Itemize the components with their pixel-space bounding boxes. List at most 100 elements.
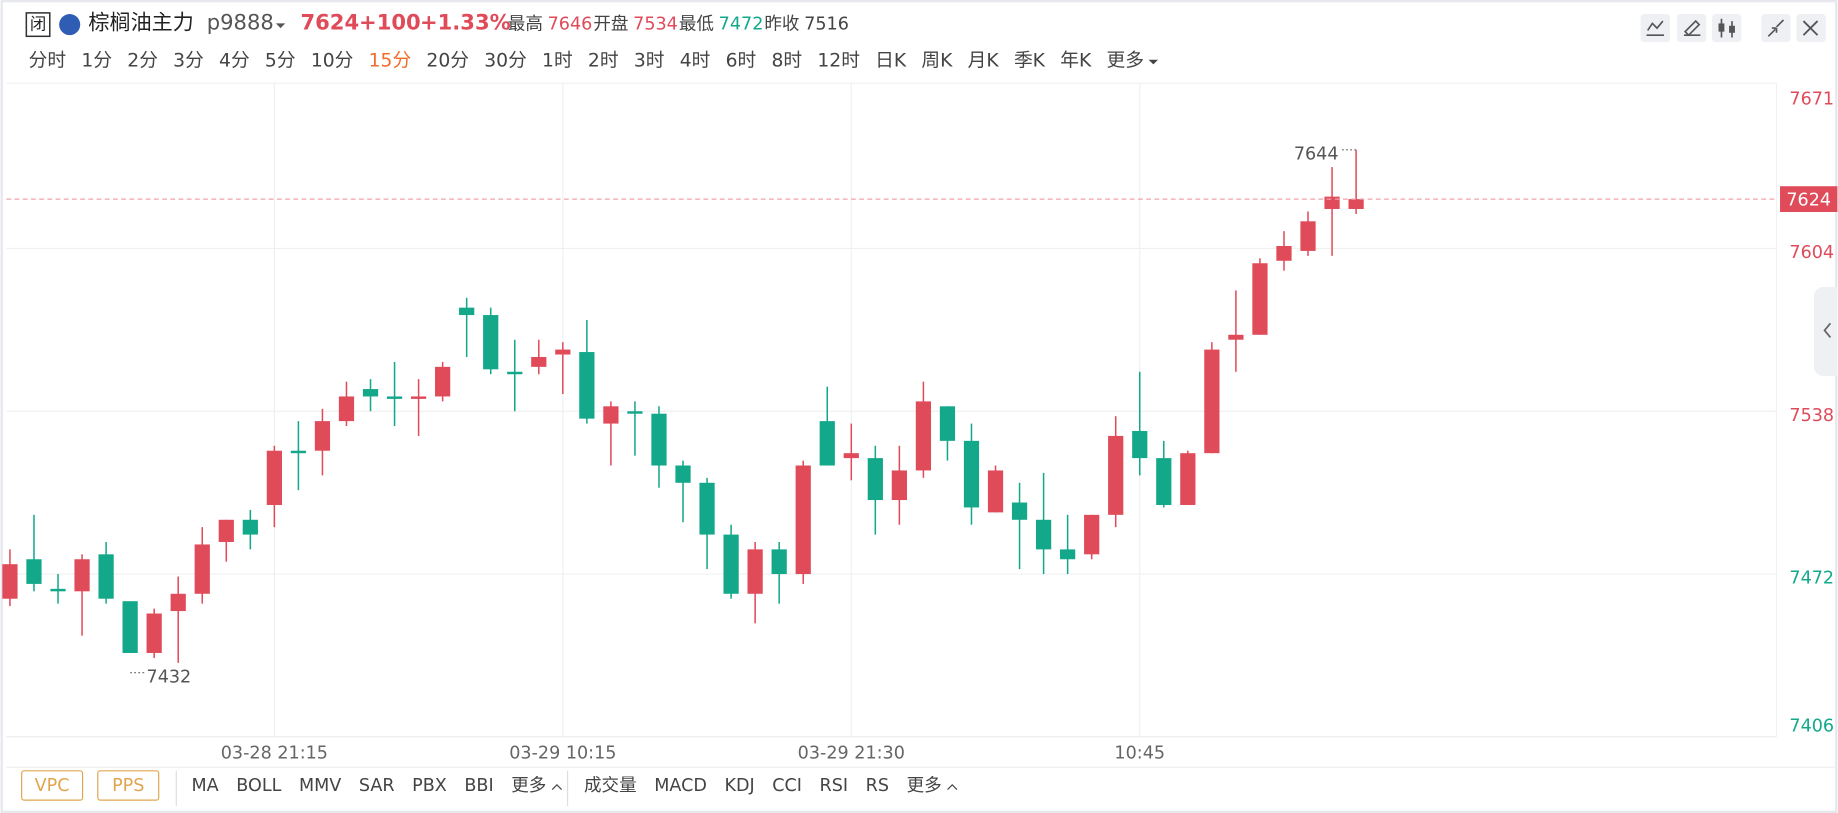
tool-buttons: [1640, 14, 1826, 43]
candle-body: [410, 396, 427, 399]
candle-body: [386, 396, 403, 399]
period-tab[interactable]: 8时: [771, 50, 802, 71]
period-tab[interactable]: 1分: [81, 50, 112, 71]
period-tab[interactable]: 分时: [29, 50, 67, 71]
y-tick-label: 7538: [1789, 406, 1834, 426]
high-label: 最高: [508, 15, 543, 35]
period-tab[interactable]: 15分: [369, 50, 412, 71]
period-tab[interactable]: 3分: [173, 50, 204, 71]
expand-caret: [947, 784, 958, 790]
period-tab[interactable]: 30分: [484, 50, 527, 71]
candle-body: [987, 470, 1004, 513]
tool-icon: [1646, 20, 1665, 36]
x-tick-label: 03-29 10:15: [509, 743, 616, 763]
indicator-tab[interactable]: SAR: [359, 776, 395, 796]
candle-body: [1060, 549, 1076, 560]
period-tab[interactable]: 周K: [921, 50, 953, 71]
candle-body: [1011, 502, 1028, 520]
period-tab[interactable]: 月K: [968, 50, 1000, 71]
period-tab[interactable]: 2分: [127, 50, 158, 71]
price: 7624: [300, 9, 359, 34]
candle-body: [266, 450, 282, 505]
period-tab[interactable]: 季K: [1014, 50, 1046, 71]
y-tick-label: 7671: [1789, 90, 1834, 110]
candle-body: [723, 534, 739, 594]
period-tab[interactable]: 4分: [219, 50, 250, 71]
indicator-tab[interactable]: MA: [192, 776, 219, 796]
period-tab[interactable]: 年K: [1060, 50, 1092, 71]
candle-body: [50, 588, 66, 592]
period-tab[interactable]: 10分: [311, 50, 354, 71]
period-tab[interactable]: 20分: [426, 50, 469, 71]
period-tab[interactable]: 更多: [1106, 50, 1143, 71]
instrument-name[interactable]: 棕榈油主力: [88, 9, 193, 34]
indicator-tab[interactable]: 更多: [907, 776, 942, 796]
indicator-tab[interactable]: 成交量: [584, 776, 637, 796]
candle-body: [627, 411, 643, 414]
candle-body: [1348, 199, 1364, 209]
tool-button[interactable]: [1712, 14, 1742, 43]
change: +100: [359, 9, 421, 34]
candle-body: [531, 356, 547, 367]
candle-body: [915, 401, 932, 471]
candle-body: [218, 519, 234, 542]
period-tab[interactable]: 4时: [680, 50, 711, 71]
y-tick-label: 7604: [1789, 243, 1834, 263]
candle-body: [603, 406, 619, 424]
indicator-tab[interactable]: 更多: [511, 776, 546, 796]
period-tab[interactable]: 6时: [726, 50, 757, 71]
period-tab[interactable]: 3时: [634, 50, 665, 71]
prev-close-label: 昨收: [764, 15, 799, 35]
tool-icon: [1683, 19, 1701, 37]
candle-body: [194, 544, 210, 594]
candle-body: [867, 458, 883, 501]
tool-button[interactable]: [1676, 14, 1707, 43]
period-tab[interactable]: 日K: [875, 50, 907, 71]
candle-body: [747, 549, 763, 594]
dropdown-caret[interactable]: [275, 23, 286, 29]
low-label: 最低: [679, 15, 714, 35]
candle-body: [74, 559, 90, 592]
period-tab[interactable]: 2时: [588, 50, 619, 71]
indicator-tab[interactable]: KDJ: [724, 776, 754, 796]
instrument-code[interactable]: p9888: [207, 9, 274, 34]
candle-body: [170, 593, 186, 612]
candle-body: [1180, 453, 1196, 505]
candle-body: [459, 307, 475, 316]
candle-body: [555, 349, 571, 355]
candle-body: [290, 450, 307, 454]
high-value: 7646: [548, 15, 593, 35]
candle-body: [651, 413, 667, 466]
candle-body: [1084, 514, 1100, 555]
period-tab[interactable]: 5分: [265, 50, 296, 71]
indicator-tab[interactable]: PBX: [412, 776, 447, 796]
indicator-tab[interactable]: MMV: [299, 776, 341, 796]
candle-body: [338, 396, 355, 422]
indicator-tab[interactable]: RS: [866, 776, 889, 796]
period-tab[interactable]: 12时: [817, 50, 860, 71]
candle-body: [1252, 263, 1268, 335]
open-label: 开盘: [593, 15, 628, 35]
tool-button[interactable]: [1640, 14, 1670, 43]
indicator-button[interactable]: [21, 770, 84, 801]
period-tab[interactable]: 1时: [542, 50, 573, 71]
candle-body: [435, 366, 451, 397]
indicator-tab[interactable]: RSI: [820, 776, 849, 796]
tool-icon: [1718, 23, 1725, 32]
candle-body: [771, 549, 787, 575]
dropdown-caret: [1148, 59, 1159, 65]
candle-body: [1035, 519, 1052, 550]
tool-icon: [1802, 20, 1819, 36]
indicator-tab[interactable]: BBI: [464, 776, 493, 796]
candle-body: [843, 453, 859, 459]
candle-body: [963, 440, 980, 508]
indicator-tab[interactable]: BOLL: [236, 776, 281, 796]
indicator-button[interactable]: [97, 770, 160, 801]
indicator-tab[interactable]: CCI: [772, 776, 802, 796]
indicator-tab[interactable]: MACD: [654, 776, 707, 796]
candle-body: [675, 465, 691, 483]
current-price-tag: [1780, 186, 1838, 212]
candle-body: [98, 554, 114, 599]
candle-body: [242, 519, 258, 535]
